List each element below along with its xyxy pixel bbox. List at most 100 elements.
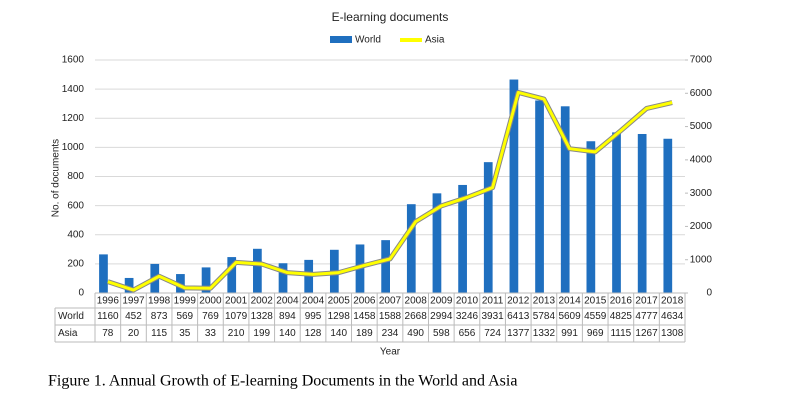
- x-tick-label: 2004: [276, 296, 299, 307]
- x-tick-label: 2017: [635, 296, 658, 307]
- x-tick-label: 1996: [97, 296, 120, 307]
- table-cell: 1332: [533, 328, 556, 339]
- table-cell: 1298: [328, 311, 351, 322]
- table-cell: 873: [151, 311, 168, 322]
- y-tick-label: 1400: [62, 84, 85, 95]
- legend-label: World: [355, 35, 381, 46]
- table-cell: 1267: [635, 328, 658, 339]
- bar: [381, 240, 390, 293]
- table-cell: 189: [356, 328, 373, 339]
- table-cell: 1458: [353, 311, 376, 322]
- y-tick-label: 1600: [62, 55, 85, 66]
- x-tick-label: 2015: [584, 296, 607, 307]
- table-cell: 3931: [481, 311, 504, 322]
- y2-tick-label: 2000: [690, 221, 713, 232]
- bar: [560, 106, 570, 293]
- x-tick-label: 2010: [456, 296, 479, 307]
- table-cell: 140: [330, 328, 347, 339]
- table-cell: 6413: [507, 311, 530, 322]
- x-tick-label: 2001: [225, 296, 248, 307]
- bar: [227, 257, 237, 293]
- table-cell: 1328: [251, 311, 274, 322]
- bar: [201, 267, 211, 293]
- line: [107, 90, 673, 292]
- table-cell: 991: [561, 328, 578, 339]
- table-cell: 4634: [661, 311, 684, 322]
- x-tick-label: 1999: [174, 296, 197, 307]
- x-tick-label: 2009: [430, 296, 453, 307]
- bar: [253, 248, 262, 293]
- x-axis-title: Year: [380, 347, 401, 358]
- y-tick-label: 600: [67, 200, 84, 211]
- figure-caption: Figure 1. Annual Growth of E-learning Do…: [48, 373, 517, 390]
- table-cell: 2668: [405, 311, 428, 322]
- table-cell: 995: [305, 311, 322, 322]
- y2-tick-label: 0: [706, 288, 712, 299]
- y2-tick-label: 7000: [690, 55, 713, 66]
- x-tick-label: 2018: [661, 296, 684, 307]
- bar: [586, 141, 596, 293]
- table-row-label: Asia: [58, 328, 78, 339]
- table-cell: 140: [279, 328, 296, 339]
- y-tick-label: 800: [67, 171, 84, 182]
- table-cell: 199: [253, 328, 270, 339]
- table-cell: 1308: [661, 328, 684, 339]
- y-tick-label: 1200: [62, 113, 85, 124]
- x-tick-label: 2005: [328, 296, 351, 307]
- table-cell: 3246: [456, 311, 479, 322]
- x-tick-label: 2007: [379, 296, 402, 307]
- table-cell: 4777: [635, 311, 658, 322]
- table-cell: 2994: [430, 311, 453, 322]
- legend-swatch: [330, 36, 352, 43]
- x-tick-label: 2013: [533, 296, 556, 307]
- y2-tick-label: 1000: [690, 254, 713, 265]
- table-cell: 35: [179, 328, 191, 339]
- table-cell: 724: [484, 328, 501, 339]
- x-tick-label: 2016: [610, 296, 633, 307]
- table-cell: 656: [459, 328, 476, 339]
- x-tick-label: 2002: [251, 296, 274, 307]
- table-row-label: World: [58, 311, 84, 322]
- legend-label: Asia: [425, 35, 445, 46]
- table-cell: 4825: [610, 311, 633, 322]
- table-cell: 490: [407, 328, 424, 339]
- y2-tick-label: 4000: [690, 154, 713, 165]
- y-tick-label: 1000: [62, 142, 85, 153]
- table-cell: 115: [151, 328, 167, 339]
- table-cell: 969: [587, 328, 604, 339]
- x-tick-label: 2012: [507, 296, 530, 307]
- y-tick-label: 400: [67, 229, 84, 240]
- y-tick-label: 0: [78, 288, 84, 299]
- table-cell: 769: [202, 311, 219, 322]
- legend-swatch: [400, 38, 422, 42]
- bar: [278, 263, 288, 293]
- y-axis-title: No. of documents: [51, 139, 62, 217]
- table-cell: 234: [382, 328, 399, 339]
- x-tick-label: 2000: [199, 296, 222, 307]
- y2-tick-label: 6000: [690, 88, 713, 99]
- table-cell: 569: [176, 311, 193, 322]
- bar: [432, 193, 442, 293]
- table-cell: 1160: [97, 311, 119, 322]
- bar: [483, 162, 493, 293]
- table-cell: 598: [433, 328, 450, 339]
- chart-title: E-learning documents: [332, 10, 449, 24]
- table-cell: 210: [228, 328, 245, 339]
- y2-tick-label: 5000: [690, 121, 713, 132]
- table-cell: 1377: [507, 328, 530, 339]
- x-tick-label: 2006: [353, 296, 376, 307]
- x-tick-label: 2011: [482, 296, 504, 307]
- bar: [458, 184, 467, 293]
- table-cell: 4559: [584, 311, 607, 322]
- bar: [663, 138, 673, 293]
- bar: [637, 133, 647, 293]
- x-tick-label: 1998: [148, 296, 171, 307]
- bar: [535, 100, 544, 293]
- x-tick-label: 2008: [405, 296, 428, 307]
- table-cell: 33: [205, 328, 217, 339]
- table-cell: 128: [305, 328, 322, 339]
- bar: [612, 132, 621, 293]
- table-cell: 894: [279, 311, 296, 322]
- y2-tick-label: 3000: [690, 188, 713, 199]
